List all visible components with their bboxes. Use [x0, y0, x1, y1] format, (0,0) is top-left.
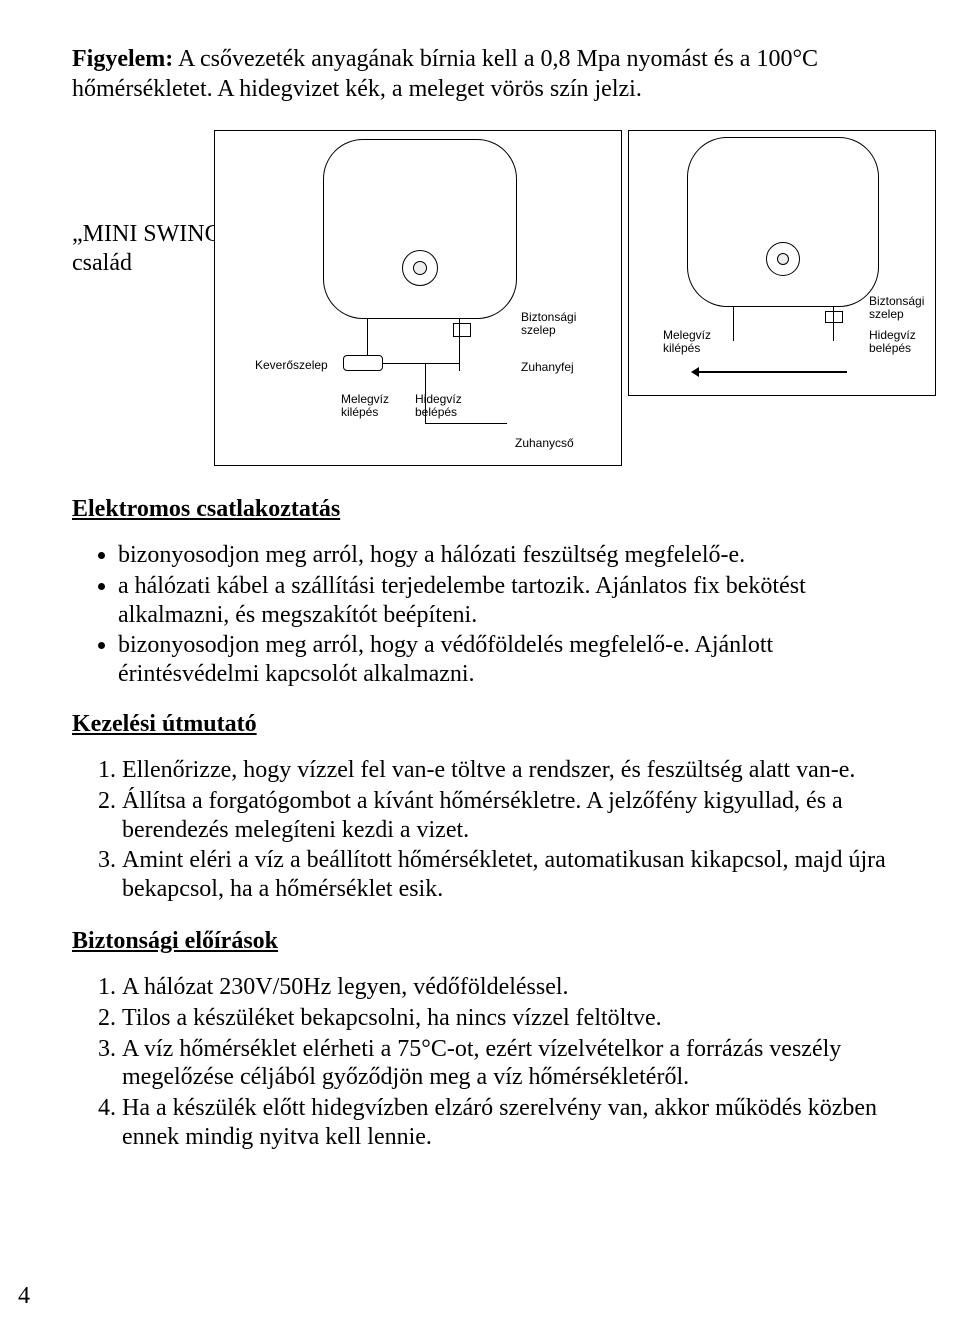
list-item: bizonyosodjon meg arról, hogy a védőföld… — [118, 631, 896, 689]
diagram-b: Biztonsági szelep Melegvíz kilépés Hideg… — [628, 130, 936, 396]
pipe — [833, 307, 834, 341]
kezelesi-list: Ellenőrizze, hogy vízzel fel van-e töltv… — [72, 756, 896, 904]
label-safety-valve: Biztonsági szelep — [521, 311, 576, 337]
mixer-valve — [343, 355, 383, 371]
warning-paragraph: Figyelem: A csővezeték anyagának bírnia … — [72, 44, 896, 104]
list-item: Ha a készülék előtt hidegvízben elzáró s… — [122, 1094, 896, 1152]
list-item: bizonyosodjon meg arról, hogy a hálózati… — [118, 541, 896, 570]
label-hotwater: Melegvíz kilépés — [663, 329, 711, 355]
family-line-2: család — [72, 249, 210, 278]
list-item: Állítsa a forgatógombot a kívánt hőmérsé… — [122, 787, 896, 845]
tank-dial-knob — [777, 253, 789, 265]
label-coldwater: Hidegvíz belépés — [869, 329, 916, 355]
section-title-biztonsagi: Biztonsági előírások — [72, 928, 896, 955]
label-showerhead: Zuhanyfej — [521, 361, 574, 374]
label-safety-valve: Biztonsági szelep — [869, 295, 924, 321]
pipe — [425, 423, 507, 424]
tank-dial — [402, 250, 438, 286]
page-number: 4 — [18, 1283, 30, 1310]
list-item: A víz hőmérséklet elérheti a 75°C-ot, ez… — [122, 1035, 896, 1093]
section-title-elektromos: Elektromos csatlakoztatás — [72, 496, 896, 523]
diagram-a: Biztonsági szelep Zuhanyfej Zuhanycső Ke… — [214, 130, 622, 466]
product-family-label: „MINI SWING" család — [72, 220, 210, 278]
list-item: A hálózat 230V/50Hz legyen, védőföldelés… — [122, 973, 896, 1002]
warning-text: A csővezeték anyagának bírnia kell a 0,8… — [72, 46, 818, 102]
tank-dial — [766, 242, 800, 276]
diagram-pair: Biztonsági szelep Zuhanyfej Zuhanycső Ke… — [214, 130, 936, 466]
label-showerhose: Zuhanycső — [515, 437, 574, 450]
list-item: a hálózati kábel a szállítási terjedelem… — [118, 572, 896, 630]
document-page: Figyelem: A csővezeték anyagának bírnia … — [0, 0, 960, 1326]
list-item: Tilos a készüléket bekapcsolni, ha nincs… — [122, 1004, 896, 1033]
pipe — [367, 319, 368, 355]
pipe — [733, 307, 734, 341]
warning-label: Figyelem: — [72, 46, 173, 72]
figure-row: „MINI SWING" család — [72, 130, 896, 466]
pipe — [459, 319, 460, 371]
flow-arrow — [697, 371, 847, 373]
biztonsagi-list: A hálózat 230V/50Hz legyen, védőföldelés… — [72, 973, 896, 1152]
list-item: Ellenőrizze, hogy vízzel fel van-e töltv… — [122, 756, 896, 785]
section-title-kezelesi: Kezelési útmutató — [72, 711, 896, 738]
elektromos-list: bizonyosodjon meg arról, hogy a hálózati… — [72, 541, 896, 689]
safety-valve — [825, 311, 843, 323]
label-mixer: Keverőszelep — [255, 359, 328, 372]
label-coldwater: Hidegvíz belépés — [415, 393, 462, 419]
pipe — [383, 363, 459, 364]
label-hotwater: Melegvíz kilépés — [341, 393, 389, 419]
list-item: Amint eléri a víz a beállított hőmérsékl… — [122, 846, 896, 904]
family-line-1: „MINI SWING" — [72, 220, 210, 249]
tank-dial-knob — [413, 261, 427, 275]
safety-valve — [453, 323, 471, 337]
tank-body — [323, 139, 517, 319]
tank-body — [687, 137, 879, 307]
